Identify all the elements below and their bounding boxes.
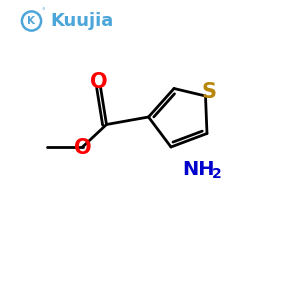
Text: S: S [202, 82, 217, 102]
Text: K: K [28, 16, 35, 26]
Text: 2: 2 [212, 167, 221, 181]
Text: NH: NH [182, 160, 215, 179]
Text: O: O [74, 138, 91, 158]
Text: O: O [90, 72, 108, 92]
Text: °: ° [41, 8, 45, 14]
Text: Kuujia: Kuujia [51, 12, 114, 30]
